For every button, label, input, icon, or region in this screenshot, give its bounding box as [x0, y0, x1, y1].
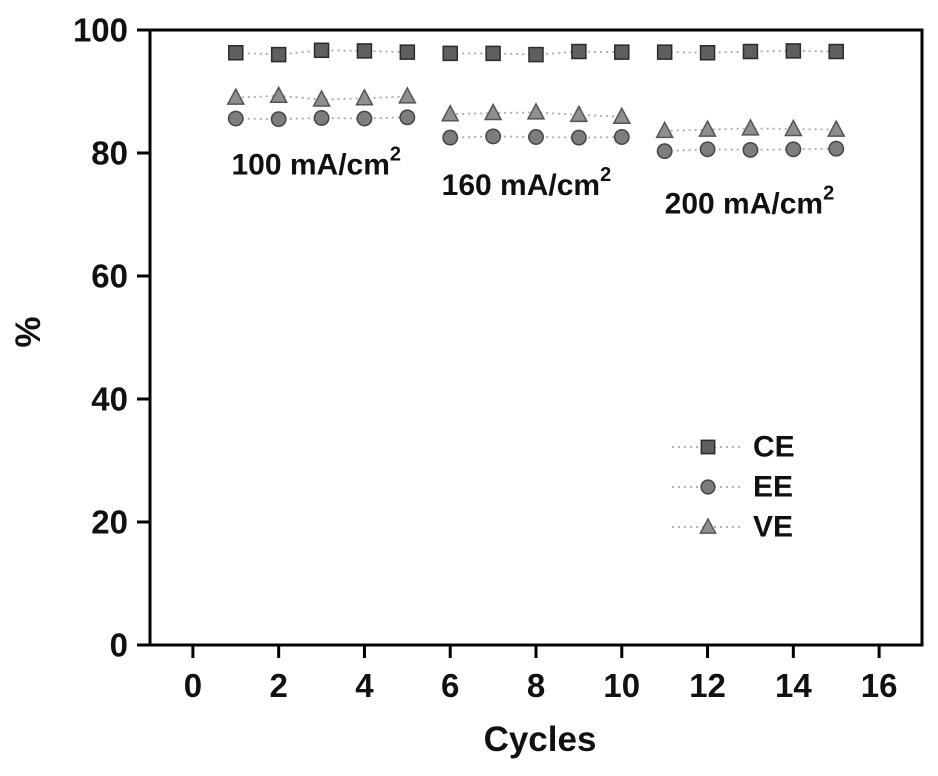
x-tick-label: 8 [527, 667, 545, 704]
square-marker [785, 43, 802, 59]
triangle-marker [483, 102, 503, 121]
triangle-marker [826, 119, 846, 137]
x-tick-label: 16 [861, 667, 898, 704]
y-axis: 0 20 40 60 80 100 [73, 12, 150, 664]
square-marker [270, 46, 287, 63]
triangle-marker [655, 120, 674, 139]
y-tick-label: 80 [91, 135, 128, 172]
annotation-100-mA: 100 mA/cm2 [231, 144, 401, 182]
y-tick-label: 0 [110, 627, 128, 664]
legend: CE EE VE [672, 431, 795, 544]
annotations: 100 mA/cm2 160 mA/cm2 200 mA/cm2 [231, 144, 834, 221]
x-tick-label: 10 [603, 667, 640, 704]
square-marker [399, 44, 416, 60]
legend-label: CE [753, 431, 795, 464]
y-tick-label: 60 [91, 258, 128, 295]
circle-marker [528, 129, 544, 145]
y-tick-label: 100 [73, 12, 128, 49]
circle-marker [356, 110, 373, 127]
x-tick-label: 2 [269, 667, 287, 704]
square-marker [742, 43, 759, 60]
square-marker [828, 43, 844, 60]
y-axis-title: % [9, 316, 48, 347]
square-marker [528, 46, 544, 63]
circle-marker [785, 141, 802, 158]
y-tick-label: 40 [91, 381, 128, 418]
square-marker [571, 43, 587, 60]
square-marker [442, 45, 458, 62]
square-marker [356, 43, 373, 59]
plot-frame [148, 28, 924, 647]
circle-marker [656, 143, 673, 160]
square-marker [614, 44, 630, 60]
circle-marker [742, 141, 759, 158]
legend-label: EE [753, 471, 793, 504]
square-marker [228, 45, 244, 61]
triangle-marker [398, 86, 417, 104]
triangle-marker [440, 104, 460, 122]
circle-marker [399, 109, 416, 126]
triangle-marker [526, 102, 546, 120]
x-tick-label: 12 [689, 667, 726, 704]
x-tick-label: 6 [441, 667, 459, 704]
circle-marker [828, 140, 845, 157]
square-marker [313, 42, 330, 59]
series-EE [227, 109, 845, 160]
triangle-marker [569, 104, 589, 123]
y-tick-label: 20 [91, 504, 128, 541]
circle-marker [442, 129, 459, 146]
triangle-marker [698, 119, 717, 137]
annotation-160-mA: 160 mA/cm2 [442, 164, 612, 202]
triangle-marker [355, 88, 374, 106]
square-marker [700, 439, 716, 455]
x-axis-title: Cycles [484, 720, 597, 759]
square-marker [656, 44, 673, 60]
circle-marker [700, 479, 716, 495]
circle-marker [270, 111, 287, 128]
series-CE [228, 42, 844, 63]
circle-marker [699, 141, 716, 158]
x-tick-label: 0 [184, 667, 202, 704]
legend-item-CE: CE [672, 431, 795, 464]
legend-label: VE [753, 511, 793, 544]
annotation-200-mA: 200 mA/cm2 [665, 182, 835, 220]
circle-marker [227, 110, 244, 127]
triangle-marker [312, 89, 331, 107]
square-marker [699, 45, 716, 61]
triangle-marker [784, 118, 803, 137]
legend-item-EE: EE [672, 471, 793, 504]
triangle-marker [269, 85, 288, 104]
circle-marker [613, 129, 630, 145]
legend-item-VE: VE [672, 511, 793, 544]
triangle-marker [699, 517, 717, 534]
square-marker [485, 45, 501, 62]
chart-body: 0 20 40 60 80 100 0 2 4 6 8 10 12 14 16 100 mA/cm2 160 m… [73, 12, 924, 704]
x-tick-label: 14 [775, 667, 812, 704]
triangle-marker [612, 106, 632, 124]
series-VE [226, 85, 846, 139]
circle-marker [313, 109, 330, 126]
x-axis: 0 2 4 6 8 10 12 14 16 [184, 645, 898, 704]
triangle-marker [226, 87, 246, 105]
x-tick-label: 4 [355, 667, 374, 704]
circle-marker [570, 129, 587, 146]
triangle-marker [741, 118, 760, 136]
circle-marker [485, 128, 502, 145]
